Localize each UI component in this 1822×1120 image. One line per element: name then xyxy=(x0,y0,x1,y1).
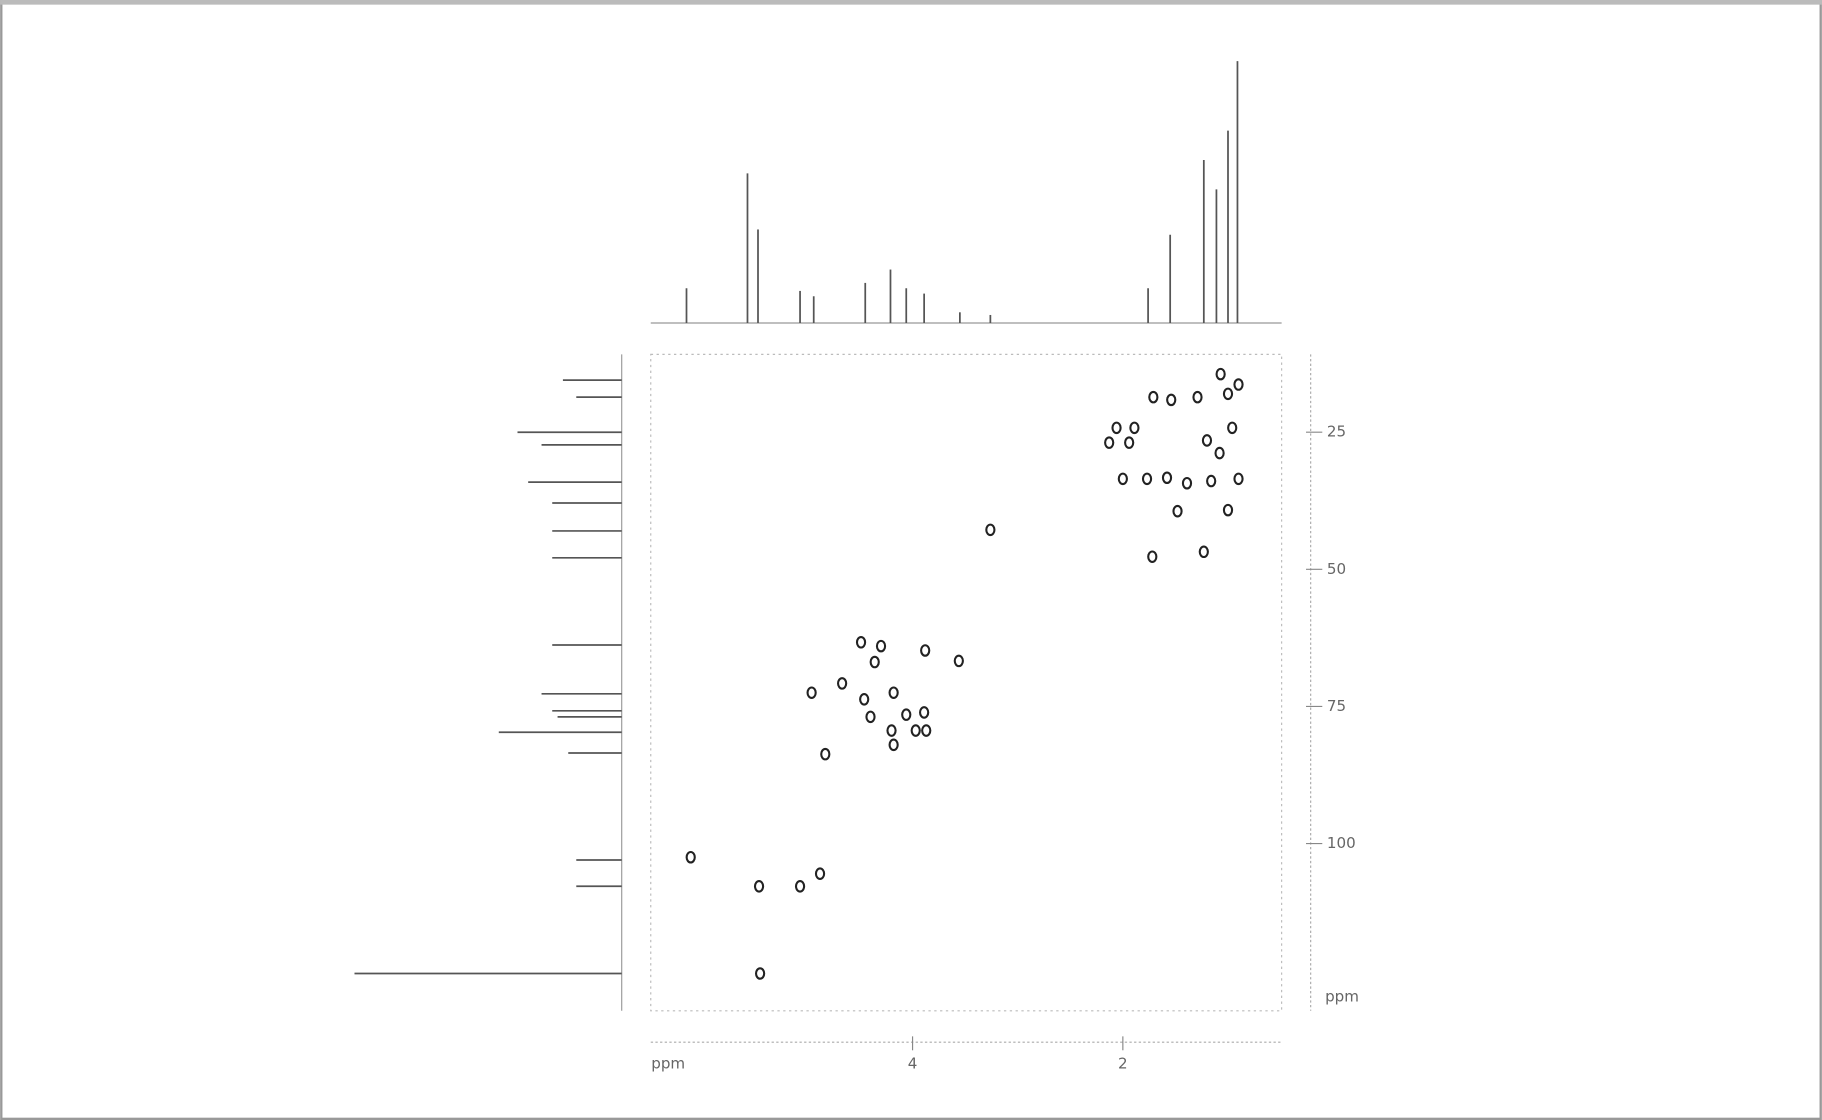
cross-peak xyxy=(901,708,912,721)
top-bar xyxy=(0,0,1822,5)
cross-peak xyxy=(1214,446,1225,460)
cross-peak xyxy=(820,747,831,761)
cross-peak xyxy=(753,880,765,893)
cross-peak xyxy=(685,850,696,864)
cross-peak xyxy=(886,724,897,737)
cross-peak xyxy=(1111,421,1122,435)
y-tick-label: 100 xyxy=(1327,834,1356,852)
cross-peak xyxy=(814,867,826,880)
cross-peak xyxy=(869,655,880,669)
cross-peak xyxy=(875,639,887,653)
x-tick-label: 4 xyxy=(908,1055,918,1073)
cross-peak xyxy=(859,693,870,706)
y-tick-label: 25 xyxy=(1327,423,1346,441)
cross-peak xyxy=(1147,550,1158,563)
cross-peak xyxy=(1233,472,1244,486)
cross-peak xyxy=(1129,421,1140,435)
cross-peak xyxy=(1117,472,1128,486)
cross-peak xyxy=(837,677,848,690)
cross-peak xyxy=(1222,503,1234,517)
cross-peak xyxy=(1161,471,1173,485)
cross-peak xyxy=(1201,434,1213,447)
cross-peak xyxy=(1124,436,1135,449)
cross-peak xyxy=(888,686,899,699)
x-tick-label: 2 xyxy=(1118,1055,1128,1073)
cross-peak xyxy=(985,523,996,537)
cross-peak xyxy=(1104,436,1115,449)
y-axis-label: ppm xyxy=(1325,987,1359,1005)
cross-peak xyxy=(1206,474,1217,488)
y-tick-label: 50 xyxy=(1327,560,1346,578)
cross-peak xyxy=(1215,367,1226,381)
cross-peak xyxy=(1148,390,1159,404)
cross-peak xyxy=(921,724,932,737)
cross-peak xyxy=(865,710,876,724)
cross-peak xyxy=(855,635,867,649)
cross-peak xyxy=(794,880,806,893)
cross-peak xyxy=(754,967,766,980)
cross-peak xyxy=(1181,476,1193,490)
cross-peak xyxy=(1172,504,1183,518)
cross-peak xyxy=(920,644,931,657)
cross-peak xyxy=(888,738,899,752)
cross-peak xyxy=(1141,472,1153,486)
cross-peak xyxy=(1166,393,1177,407)
cross-peak xyxy=(910,724,921,737)
cross-peak xyxy=(1227,421,1238,435)
cross-peak xyxy=(806,686,817,699)
cross-peak xyxy=(1192,390,1203,404)
cross-peak xyxy=(1222,387,1234,401)
cross-peak xyxy=(919,706,930,719)
cross-peak xyxy=(953,654,964,668)
cross-peak xyxy=(1198,545,1209,559)
cross-peak xyxy=(1233,378,1244,391)
y-tick-label: 75 xyxy=(1327,697,1346,715)
x-axis-label: ppm xyxy=(651,1055,685,1073)
plot-box xyxy=(650,353,1283,1012)
